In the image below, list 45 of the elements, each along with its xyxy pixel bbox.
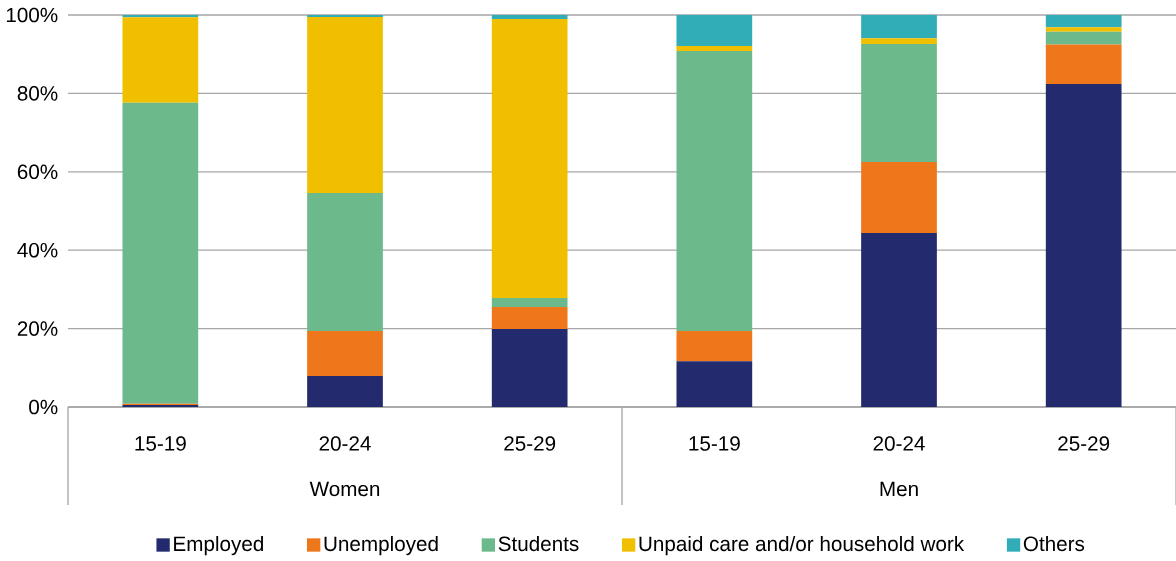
x-tick-label: 20-24 [319, 436, 371, 451]
text: Women [309, 481, 380, 497]
bar [491, 328, 568, 407]
bar [676, 15, 753, 46]
bar [491, 15, 568, 19]
legend-label: Others [1023, 535, 1085, 552]
bar [307, 330, 383, 377]
bar [122, 102, 199, 404]
legend-label: Employed [174, 535, 263, 556]
bar [307, 376, 383, 407]
bar [1045, 31, 1122, 45]
x-tick-label: 15-19 [689, 436, 740, 451]
y-tick-label: 60% [17, 164, 58, 180]
bar [676, 51, 753, 331]
bar [491, 18, 568, 299]
bar [861, 15, 937, 39]
y-tick-label: 40% [17, 242, 58, 258]
bar [861, 44, 937, 162]
bar [1045, 27, 1122, 32]
y-tick-label: 80% [17, 86, 58, 101]
x-tick-label: 20-24 [873, 436, 925, 451]
y-tick-label: 20% [17, 321, 58, 336]
bar [676, 361, 753, 407]
bar [861, 162, 937, 233]
bar [122, 17, 199, 103]
bar [1045, 84, 1122, 407]
bar [676, 330, 753, 362]
bar [307, 192, 383, 331]
bar [1045, 44, 1122, 84]
legend-label: Unemployed [324, 535, 438, 556]
y-tick-label: 0% [29, 399, 58, 415]
bar [491, 307, 568, 329]
bar [307, 16, 383, 193]
bar [1045, 15, 1122, 28]
x-tick-label: 25-29 [504, 436, 556, 451]
text: Men [880, 481, 918, 497]
legend-label: Students [498, 535, 579, 552]
legend-label: Unpaid care and/or household work [639, 535, 965, 556]
bar [491, 298, 568, 308]
x-tick-label: 15-19 [135, 436, 186, 451]
bar [861, 38, 937, 45]
y-tick-label: 100% [6, 7, 58, 23]
bar [861, 232, 937, 407]
x-tick-label: 25-29 [1058, 436, 1110, 451]
bar [676, 45, 753, 52]
